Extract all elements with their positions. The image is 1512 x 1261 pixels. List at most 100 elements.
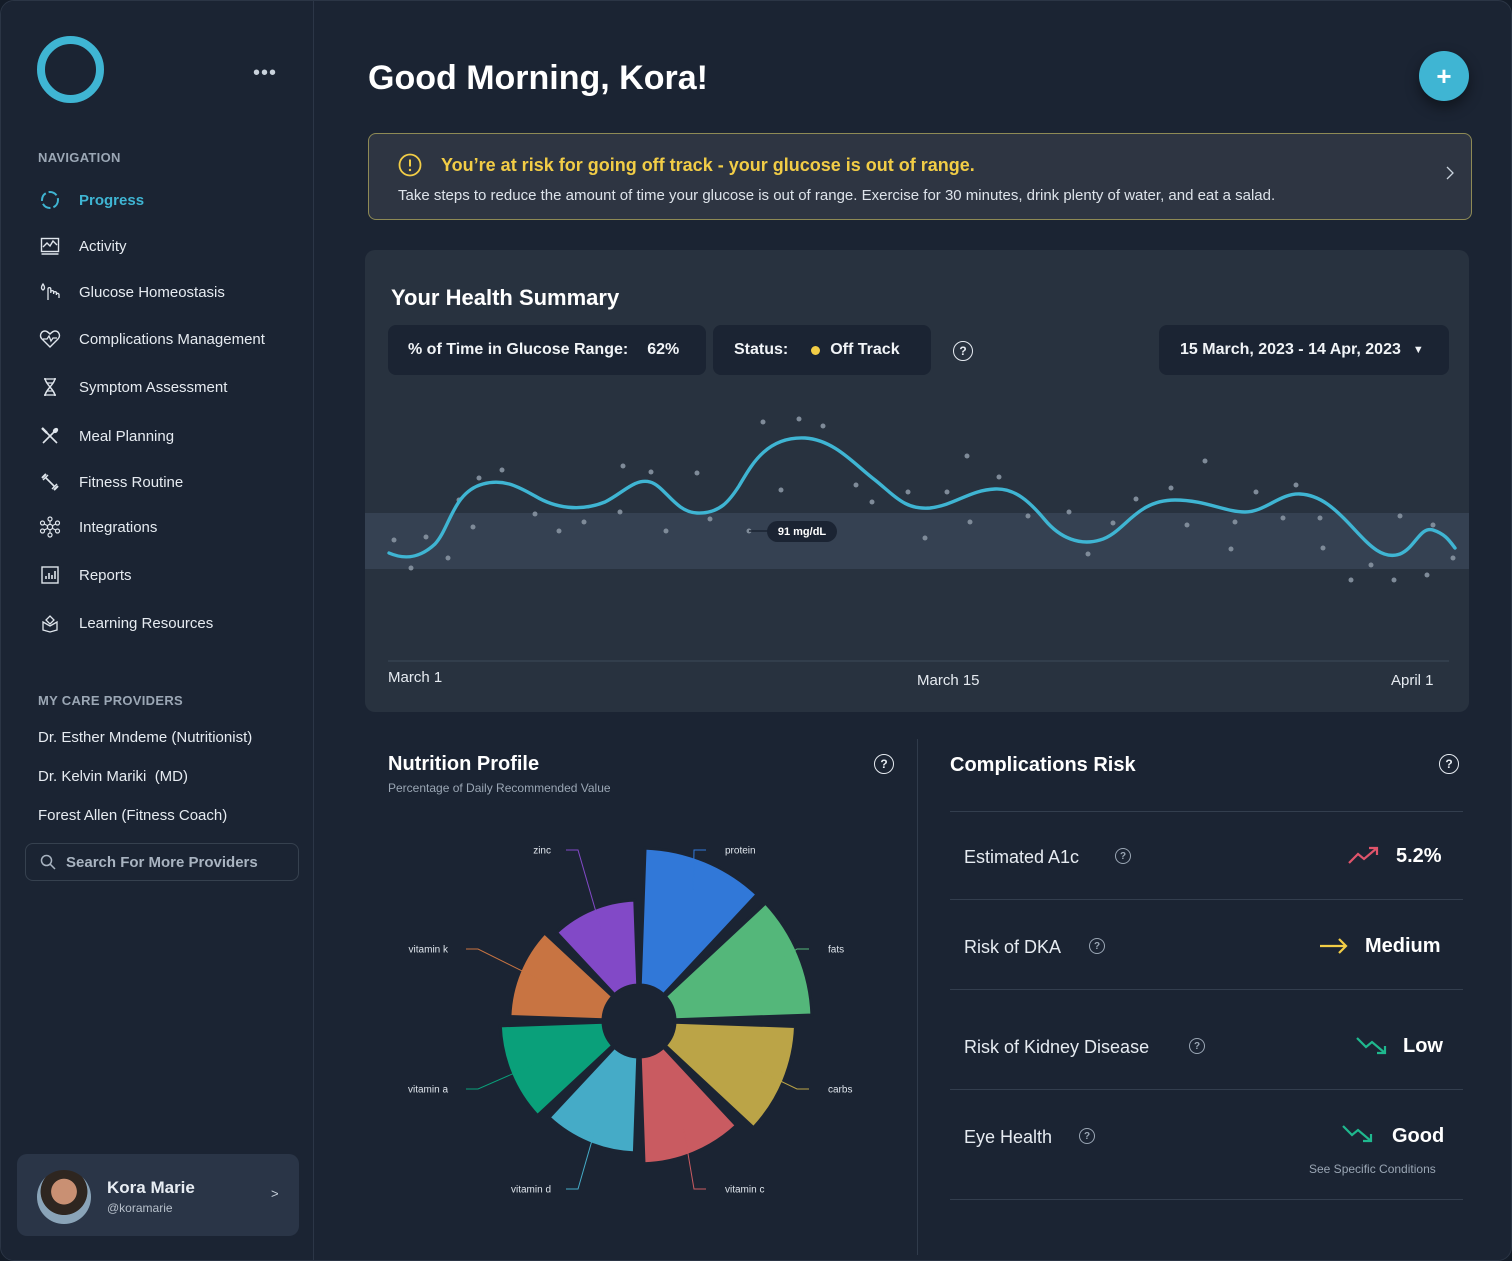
health-summary-card: 91 mg/dL Your Health Summary % of Time i…	[365, 250, 1469, 712]
risk-value-a1c: 5.2%	[1396, 845, 1442, 867]
time-in-range-pill: % of Time in Glucose Range: 62%	[388, 325, 706, 375]
risk-label-kidney: Risk of Kidney Disease	[964, 1037, 1150, 1057]
slice-fats[interactable]	[663, 901, 814, 1022]
sidebar-item-label: Complications Management	[79, 330, 265, 348]
sidebar-item-complications-management[interactable]: Complications Management	[38, 324, 288, 354]
heart-pulse-icon	[38, 327, 62, 351]
range-label: % of Time in Glucose Range:	[408, 341, 629, 358]
divider	[950, 899, 1463, 900]
chevron-right-icon	[1446, 166, 1454, 185]
warning-icon	[398, 153, 422, 182]
help-icon[interactable]: ?	[1079, 1128, 1095, 1144]
finger-drop-icon	[38, 280, 62, 304]
search-providers-button[interactable]: Search For More Providers	[25, 843, 299, 881]
slice-carbs[interactable]	[663, 1020, 797, 1130]
complications-title: Complications Risk	[950, 754, 1136, 776]
dna-icon	[38, 375, 62, 399]
sidebar-item-learning-resources[interactable]: Learning Resources	[38, 608, 288, 638]
sidebar-item-fitness-routine[interactable]: Fitness Routine	[38, 467, 288, 497]
sidebar-item-integrations[interactable]: Integrations	[38, 512, 288, 542]
provider-link[interactable]: Forest Allen (Fitness Coach)	[38, 807, 228, 824]
sidebar-item-label: Learning Resources	[79, 614, 214, 632]
status-value: Off Track	[830, 341, 900, 358]
learning-icon	[38, 611, 62, 635]
logo-ring[interactable]	[37, 36, 104, 103]
caret-down-icon: ▼	[1412, 344, 1424, 356]
provider-link[interactable]: Dr. Kelvin Mariki (MD)	[38, 768, 189, 785]
nutrition-polar-chart: protein fats carbs vitamin c vitamin d vitami…	[408, 846, 852, 1196]
sidebar-item-activity[interactable]: Activity	[38, 231, 288, 261]
status-dot	[811, 345, 821, 355]
glucose-trend-line	[387, 436, 1457, 559]
risk-value-eye: Good	[1392, 1125, 1445, 1147]
slice-zinc[interactable]	[555, 898, 640, 997]
nutrition-title: Nutrition Profile	[388, 753, 540, 775]
risk-value-kidney: Low	[1403, 1035, 1443, 1057]
date-range-dropdown[interactable]: 15 March, 2023 - 14 Apr, 2023 ▼	[1159, 325, 1449, 375]
leader-line	[566, 849, 602, 930]
help-icon[interactable]: ?	[1439, 754, 1459, 774]
sidebar-item-glucose-homeostasis[interactable]: Glucose Homeostasis	[38, 277, 288, 307]
help-icon[interactable]: ?	[1089, 938, 1105, 954]
sidebar-item-label: Integrations	[79, 518, 158, 536]
tooltip-value: 91 mg/dL	[777, 525, 827, 538]
sidebar-item-meal-planning[interactable]: Meal Planning	[38, 421, 288, 451]
sidebar-item-reports[interactable]: Reports	[38, 560, 288, 590]
leader-line	[683, 1129, 706, 1190]
dumbbell-icon	[38, 470, 62, 494]
utensils-icon	[38, 424, 62, 448]
slice-vitamin-a[interactable]	[498, 1020, 615, 1118]
help-icon[interactable]: ?	[1115, 848, 1131, 864]
slice-vitamin-d[interactable]	[547, 1045, 640, 1155]
help-icon[interactable]: ?	[953, 341, 973, 361]
navigation-heading: NAVIGATION	[38, 150, 121, 165]
report-chart-icon	[38, 563, 62, 587]
help-icon[interactable]: ?	[874, 754, 894, 774]
add-button[interactable]: +	[1419, 51, 1469, 101]
leader-line	[466, 1064, 535, 1090]
sidebar-item-label: Symptom Assessment	[79, 378, 228, 396]
avatar	[37, 1170, 91, 1224]
status-pill: Status: Off Track	[713, 325, 931, 375]
divider	[950, 989, 1463, 990]
risk-alert-banner[interactable]: You’re at risk for going off track - you…	[368, 133, 1472, 220]
sidebar-item-label: Glucose Homeostasis	[79, 283, 225, 301]
slice-label: carbs	[828, 1085, 852, 1096]
user-name: Kora Marie	[107, 1178, 195, 1197]
more-options-icon[interactable]: •••	[253, 62, 278, 84]
leader-line	[566, 1120, 599, 1190]
leader-line	[692, 849, 706, 890]
sidebar: ••• NAVIGATION Progress Activity Glucose…	[1, 1, 314, 1260]
sidebar-item-symptom-assessment[interactable]: Symptom Assessment	[38, 372, 288, 402]
target-range-band	[365, 513, 1469, 569]
slice-label: protein	[725, 846, 756, 857]
slice-vitamin-c[interactable]	[638, 1045, 738, 1166]
x-tick-label: March 1	[388, 669, 443, 686]
slice-protein[interactable]	[638, 846, 759, 997]
leader-line	[466, 948, 542, 981]
date-range-value: 15 March, 2023 - 14 Apr, 2023	[1180, 341, 1401, 358]
trend-down-icon	[1342, 1123, 1374, 1148]
progress-ring-icon	[38, 188, 62, 212]
risk-label-a1c: Estimated A1c	[964, 847, 1080, 867]
help-icon[interactable]: ?	[1189, 1038, 1205, 1054]
care-providers-heading: MY CARE PROVIDERS	[38, 693, 183, 708]
user-profile-card[interactable]: Kora Marie @koramarie >	[17, 1154, 299, 1236]
risk-value-dka: Medium	[1365, 935, 1441, 957]
user-handle: @koramarie	[107, 1201, 173, 1215]
leader-line	[769, 948, 809, 968]
provider-link[interactable]: Dr. Esther Mndeme (Nutritionist)	[38, 729, 253, 746]
range-value: 62%	[647, 341, 680, 358]
slice-label: vitamin c	[725, 1185, 764, 1196]
nutrition-subtitle: Percentage of Daily Recommended Value	[388, 781, 611, 795]
sidebar-item-progress[interactable]: Progress	[38, 185, 288, 215]
alert-text: Take steps to reduce the amount of time …	[398, 187, 1276, 204]
section-title: Your Health Summary	[391, 285, 620, 310]
slice-vitamin-k[interactable]	[508, 931, 615, 1022]
sidebar-item-label: Fitness Routine	[79, 473, 184, 491]
arrow-right-icon	[1319, 936, 1349, 961]
leader-line	[757, 1069, 809, 1090]
slice-label: vitamin d	[511, 1185, 551, 1196]
see-conditions-link[interactable]: See Specific Conditions	[1309, 1162, 1436, 1176]
